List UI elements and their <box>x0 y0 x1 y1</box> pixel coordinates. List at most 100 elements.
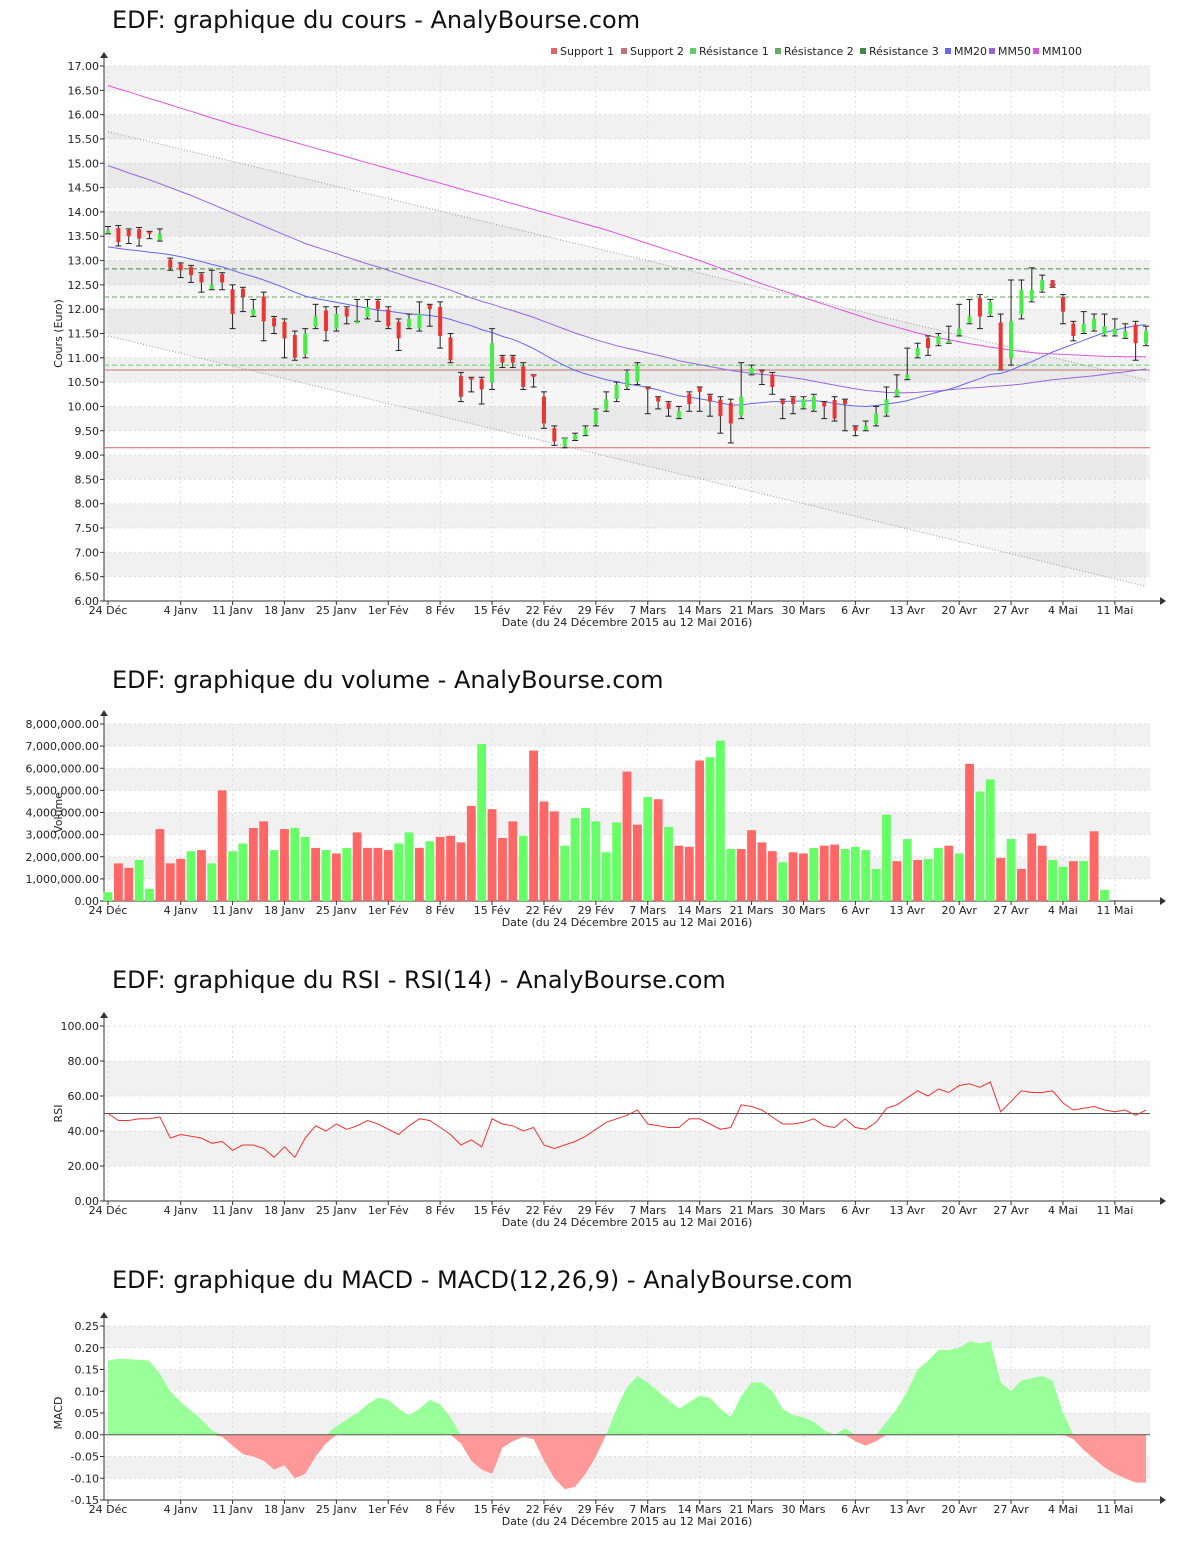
price-band <box>104 114 1150 139</box>
volume-bar <box>529 750 538 901</box>
macd-ytick-label: -0.05 <box>71 1451 99 1464</box>
volume-xtick-label: 27 Avr <box>993 904 1029 917</box>
legend-swatch <box>1033 48 1039 54</box>
rsi-xtick-label: 22 Fév <box>526 1204 563 1217</box>
candle-body <box>998 322 1003 370</box>
macd-band <box>104 1456 1150 1479</box>
price-band <box>104 552 1150 577</box>
macd-xtick-label: 25 Janv <box>316 1503 357 1516</box>
rsi-xtick-label: 30 Mars <box>781 1204 825 1217</box>
price-xtick-label: 22 Fév <box>526 604 563 617</box>
volume-bar <box>259 821 269 901</box>
volume-yaxis-label: Volume <box>52 792 65 833</box>
volume-bar <box>300 836 310 901</box>
candle-body <box>458 376 463 397</box>
volume-bar <box>1058 866 1068 901</box>
macd-xtick-label: 27 Avr <box>993 1503 1029 1516</box>
candle-body <box>251 309 256 316</box>
volume-bar <box>861 850 871 901</box>
volume-bar <box>186 851 196 901</box>
rsi-chart: 0.00 20.00 40.00 60.00 80.00 100.00 24 Déc 4 Ja… <box>52 1012 1166 1229</box>
price-band <box>104 455 1150 480</box>
legend-label: Résistance 3 <box>869 45 939 58</box>
volume-bar <box>331 853 341 901</box>
price-xtick-label: 14 Mars <box>678 604 722 617</box>
candle-body <box>199 274 204 283</box>
price-xtick-label: 6 Avr <box>841 604 870 617</box>
price-xtick-label: 25 Janv <box>316 604 357 617</box>
volume-bar <box>238 843 248 901</box>
candle-body <box>396 321 401 339</box>
candle-body <box>126 230 131 237</box>
macd-xtick-label: 8 Fév <box>425 1503 455 1516</box>
candle-body <box>417 314 422 329</box>
volume-ytick-label: 4,000,000.00 <box>26 807 99 820</box>
candle-body <box>292 335 297 358</box>
macd-yaxis-label: MACD <box>52 1397 65 1430</box>
legend-swatch <box>945 48 951 54</box>
price-ytick-label: 11.50 <box>68 328 100 341</box>
rsi-xtick-label: 11 Mai <box>1096 1204 1133 1217</box>
candle-body <box>593 411 598 424</box>
candle-body <box>842 399 847 405</box>
candle-body <box>355 321 360 324</box>
price-xtick-label: 4 Mai <box>1048 604 1078 617</box>
volume-panel: EDF: graphique du volume - AnalyBourse.c… <box>0 660 1200 940</box>
candle-body <box>645 387 650 390</box>
price-xaxis-label: Date (du 24 Décembre 2015 au 12 Mai 2016… <box>502 616 753 629</box>
candle-body <box>780 399 785 405</box>
volume-xtick-label: 20 Avr <box>941 904 977 917</box>
volume-bar <box>674 845 684 901</box>
price-chart: 6.00 6.50 7.00 7.50 8.00 8.50 9.00 9.50 10.00 10.… <box>52 45 1166 629</box>
candle-body <box>604 399 609 410</box>
candle-body <box>1112 328 1117 335</box>
volume-bar <box>176 858 186 901</box>
candle-body <box>728 402 733 424</box>
candle-body <box>209 284 214 289</box>
trend-channel-lower <box>107 335 1147 587</box>
rsi-yaxis-label: RSI <box>52 1105 65 1123</box>
price-ytick-label: 7.50 <box>75 522 100 535</box>
candle-body <box>1019 289 1024 315</box>
macd-band <box>104 1369 1150 1392</box>
candle-body <box>220 274 225 283</box>
macd-xtick-label: 6 Avr <box>841 1503 870 1516</box>
volume-xtick-label: 25 Janv <box>316 904 357 917</box>
rsi-xtick-label: 4 Janv <box>164 1204 198 1217</box>
volume-bar <box>726 849 736 901</box>
rsi-band <box>104 1131 1150 1166</box>
volume-bar <box>850 846 860 901</box>
volume-ytick-label: 2,000,000.00 <box>26 851 99 864</box>
rsi-xtick-label: 14 Mars <box>678 1204 722 1217</box>
candle-body <box>687 393 692 405</box>
price-ytick-label: 8.50 <box>75 473 100 486</box>
volume-xaxis-label: Date (du 24 Décembre 2015 au 12 Mai 2016… <box>502 916 753 929</box>
rsi-xtick-label: 4 Mai <box>1048 1204 1078 1217</box>
macd-xtick-label: 15 Fév <box>474 1503 511 1516</box>
candle-body <box>1144 331 1148 344</box>
mm100-line <box>107 85 1146 358</box>
candle-body <box>261 296 266 322</box>
volume-xtick-label: 11 Janv <box>212 904 253 917</box>
volume-bar <box>612 822 622 901</box>
candle-body <box>822 402 827 407</box>
candle-body <box>573 434 578 440</box>
rsi-ytick-label: 0.00 <box>75 1195 100 1208</box>
volume-bar <box>394 843 404 901</box>
price-xtick-label: 11 Mai <box>1096 604 1133 617</box>
candle-body <box>375 300 380 310</box>
macd-xtick-label: 30 Mars <box>781 1503 825 1516</box>
candle-body <box>625 372 629 387</box>
candle-body <box>116 228 121 243</box>
volume-ytick-label: 3,000,000.00 <box>26 829 99 842</box>
volume-bar <box>477 743 487 901</box>
candle-body <box>178 264 183 271</box>
volume-xtick-label: 29 Fév <box>578 904 615 917</box>
candle-body <box>562 438 567 447</box>
volume-xaxis-arrow <box>1160 897 1166 905</box>
rsi-ytick-label: 40.00 <box>68 1125 100 1138</box>
candle-body <box>905 374 910 379</box>
price-ytick-label: 11.00 <box>68 352 100 365</box>
volume-bar <box>113 863 123 901</box>
volume-bar <box>363 847 372 901</box>
